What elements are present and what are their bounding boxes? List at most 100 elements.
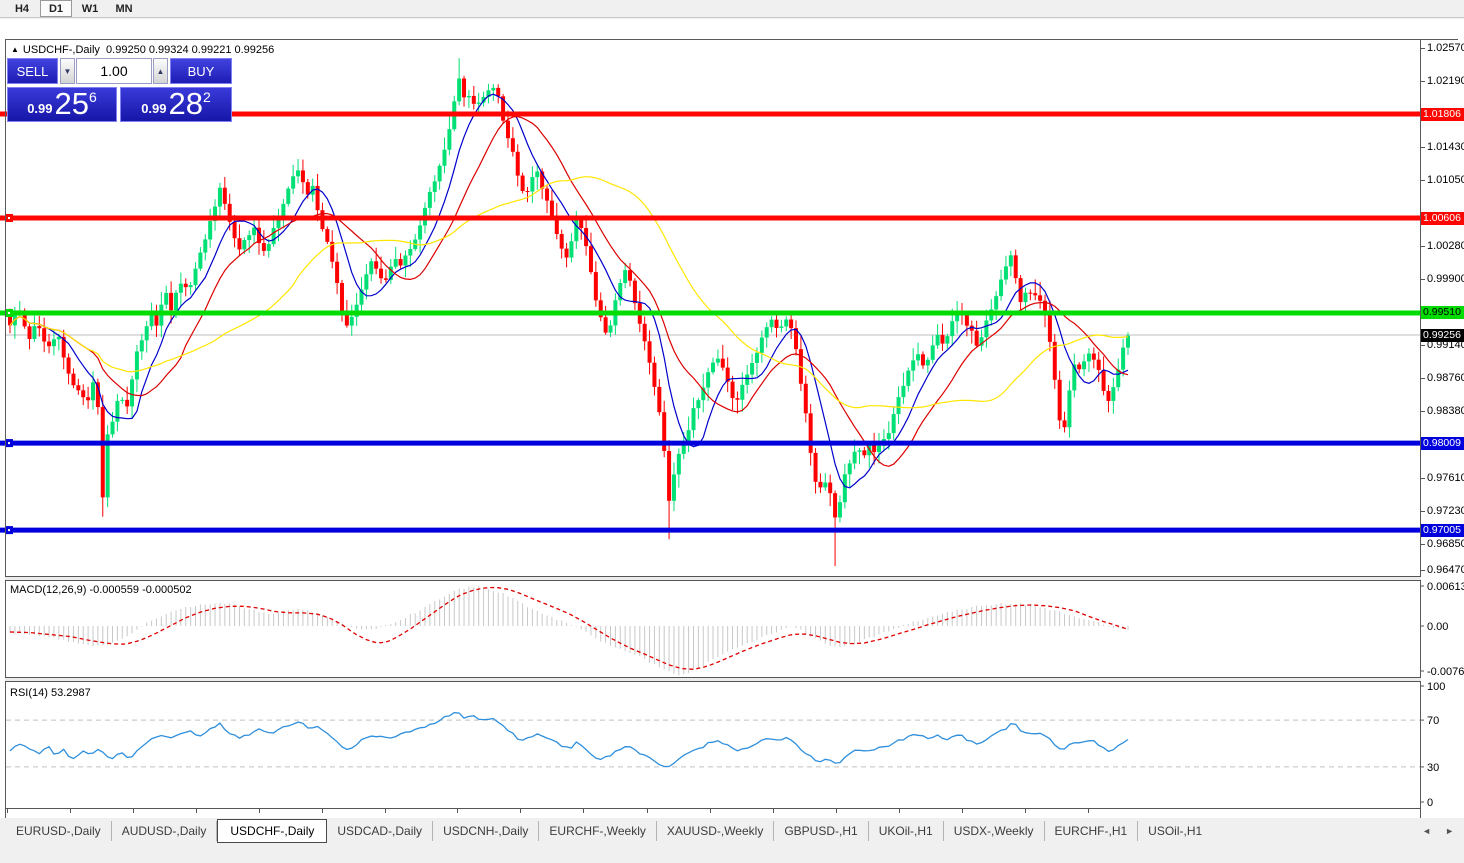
price-tick-mark [1421,345,1425,347]
volume-decrease-button[interactable]: ▼ [60,58,75,84]
svg-text:-0.007612: -0.007612 [1427,666,1464,678]
macd-indicator-label: MACD(12,26,9) -0.000559 -0.000502 [10,584,192,596]
date-tick-mark [196,809,197,813]
chart-tab-usdcad-daily[interactable]: USDCAD-,Daily [327,821,434,841]
price-tick-label: 1.01430 [1427,140,1464,153]
sell-price-big: 25 [54,86,89,121]
ohlc-values: 0.99250 0.99324 0.99221 0.99256 [106,44,275,56]
svg-text:0: 0 [1427,797,1433,809]
date-tick-mark [899,809,900,813]
svg-text:70: 70 [1427,715,1439,727]
chart-tab-usdchf-daily[interactable]: USDCHF-,Daily [217,818,328,843]
price-tick-label: 0.98380 [1427,404,1464,417]
tab-scroll-left-icon[interactable]: ◄ [1422,826,1432,836]
buy-button[interactable]: BUY [170,58,232,84]
timeframe-button-mn[interactable]: MN [108,0,140,17]
price-badge-0.99510: 0.99510 [1421,306,1464,320]
price-tick-label: 1.01050 [1427,173,1464,186]
price-badge-0.97005: 0.97005 [1421,523,1464,537]
sell-button[interactable]: SELL [7,58,58,84]
price-tick-mark [1421,246,1425,248]
timeframe-button-h4[interactable]: H4 [6,0,38,17]
chart-border-left [5,39,6,835]
volume-input[interactable]: 1.00 [76,58,152,84]
chart-tabs: EURUSD-,Daily AUDUSD-,Daily USDCHF-,Daily U… [6,818,1212,843]
symbol-title: USDCHF-,Daily [22,44,100,56]
price-tick-mark [1421,570,1425,571]
date-tick-mark [7,809,8,813]
sell-price-prefix: 0.99 [27,101,53,116]
buy-price-prefix: 0.99 [141,101,167,116]
date-tick-mark [773,809,774,813]
one-click-trade-panel: SELL ▼ 1.00 ▲ BUY 0.99 25 6 0.99 28 2 [7,58,232,122]
date-tick-mark [457,809,458,813]
volume-increase-button[interactable]: ▲ [153,58,168,84]
price-tick-label: 0.98760 [1427,371,1464,384]
price-tick-mark [1421,510,1425,512]
svg-text:100: 100 [1427,681,1445,693]
price-tick-mark [1421,543,1425,545]
chart-tab-audusd-daily[interactable]: AUDUSD-,Daily [112,821,218,841]
chart-tab-ukoil-h1[interactable]: UKOil-,H1 [869,821,944,841]
price-tick-mark [1421,477,1425,479]
price-tick-label: 0.96470 [1427,564,1464,576]
date-tick-mark [259,809,260,813]
date-tick-mark [710,809,711,813]
chart-tab-usdx-weekly[interactable]: USDX-,Weekly [944,821,1045,841]
date-tick-mark [962,809,963,813]
pane-splitter-macd[interactable] [5,576,1421,581]
svg-text:0.00: 0.00 [1427,621,1448,633]
svg-text:0.00613: 0.00613 [1427,581,1464,593]
chart-canvas[interactable]: 0.00613 0.00 -0.007612 100 70 30 0 [0,19,1464,863]
tab-scroll-arrows: ◄ ► [1422,826,1454,836]
price-tick-label: 1.00280 [1427,240,1464,253]
price-tick-mark [1421,80,1425,82]
date-tick-mark [1025,809,1026,813]
current-price-badge: 0.99256 [1421,328,1464,342]
price-badge-0.98009: 0.98009 [1421,436,1464,450]
date-tick-mark [583,809,584,813]
price-tick-mark [1421,47,1425,49]
chart-border-top [5,39,1458,40]
chart-tab-usdcnh-daily[interactable]: USDCNH-,Daily [433,821,540,841]
date-tick-mark [70,809,71,813]
timeframe-toolbar: H4 D1 W1 MN [0,0,1464,18]
price-tick-mark [1421,410,1425,412]
price-axis-line [1420,39,1421,835]
pane-splitter-rsi[interactable] [5,677,1421,682]
date-tick-mark [133,809,134,813]
price-tick-label: 0.96850 [1427,537,1464,550]
price-tick-mark [1421,377,1425,379]
chart-tab-eurusd-daily[interactable]: EURUSD-,Daily [6,821,112,841]
svg-text:30: 30 [1427,762,1439,774]
chart-tab-eurchf-weekly[interactable]: EURCHF-,Weekly [539,821,657,841]
sell-price-button[interactable]: 0.99 25 6 [7,87,117,122]
price-tick-label: 1.02190 [1427,74,1464,87]
buy-price-button[interactable]: 0.99 28 2 [120,87,232,122]
price-tick-label: 1.02570 [1427,41,1464,54]
price-tick-mark [1421,146,1425,148]
sell-price-pip: 6 [89,89,97,105]
trade-panel-top-row: SELL ▼ 1.00 ▲ BUY [7,58,232,84]
date-tick-mark [1088,809,1089,813]
rsi-indicator-label: RSI(14) 53.2987 [10,687,91,699]
price-tick-mark [1421,179,1425,181]
chart-header: ▲ USDCHF-,Daily 0.99250 0.99324 0.99221 0… [11,44,274,56]
timeframe-button-d1[interactable]: D1 [40,0,72,17]
chart-tab-xauusd-weekly[interactable]: XAUUSD-,Weekly [657,821,775,841]
date-tick-mark [385,809,386,813]
price-tick-label: 0.99140 [1427,339,1464,352]
chart-tab-gbpusd-h1[interactable]: GBPUSD-,H1 [774,821,869,841]
chart-tab-usoil-h1[interactable]: USOil-,H1 [1148,824,1203,838]
tab-scroll-right-icon[interactable]: ► [1445,826,1454,836]
collapse-triangle-icon[interactable]: ▲ [11,45,19,54]
timeframe-button-w1[interactable]: W1 [74,0,106,17]
date-tick-mark [322,809,323,813]
chart-tab-eurchf-h1[interactable]: EURCHF-,H1 [1045,821,1139,841]
date-tick-mark [836,809,837,813]
buy-price-pip: 2 [203,89,211,105]
price-badge-1.01806: 1.01806 [1421,107,1464,121]
buy-price-big: 28 [168,86,203,121]
